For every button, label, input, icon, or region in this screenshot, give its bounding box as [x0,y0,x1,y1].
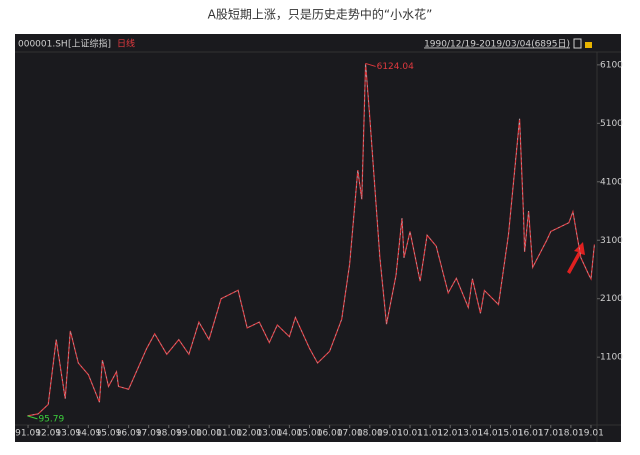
x-tick-label: 97.01 [136,429,162,439]
x-tick-label: 06.01 [317,429,343,439]
header-name: [上证综指] [68,38,111,50]
x-tick-label: 93.01 [55,429,81,439]
annotation: 6124.04 [377,62,414,72]
x-tick-label: 04.01 [277,429,303,439]
annotation-leader [365,62,376,67]
header-period: 日线 [117,38,135,50]
x-tick-label: 12.01 [437,429,463,439]
x-tick-label: 96.01 [116,429,142,439]
x-tick-label: 99.01 [176,429,202,439]
caption: A股短期上涨，只是历史走势中的“小水花” [208,7,433,22]
arrow [567,242,585,274]
x-tick-label: 16.01 [518,429,544,439]
x-tick-label: 01.01 [216,429,242,439]
x-tick-label: 14.01 [478,429,504,439]
header-range[interactable]: 1990/12/19-2019/03/04(6895日) [424,39,570,50]
x-tick-label: 10.01 [397,429,423,439]
x-tick-label: 19.01 [578,429,604,439]
x-tick-label: 02.01 [236,429,262,439]
x-tick-label: 91.01 [15,429,41,439]
x-tick-label: 98.01 [156,429,182,439]
x-tick-label: 17.01 [538,429,564,439]
x-tick-label: 00.01 [196,429,222,439]
x-tick-label: 03.01 [256,429,282,439]
x-tick-label: 13.01 [457,429,483,439]
annotation: 95.79 [38,414,64,424]
x-tick-label: 05.01 [297,429,323,439]
header-code: 000001.SH [18,40,68,50]
x-tick-label: 08.01 [357,429,383,439]
x-tick-label: 94.01 [75,429,101,439]
y-tick-label: 4100 [600,177,623,187]
x-tick-label: 95.01 [96,429,122,439]
icon[interactable] [573,38,582,49]
y-tick-label: 6100 [600,60,623,70]
y-tick-label: 3100 [600,236,623,246]
y-tick-label: 1100 [600,353,623,363]
panel [15,34,621,442]
y-tick-label: 2100 [600,294,623,304]
x-tick-label: 92.01 [35,429,61,439]
x-tick-label: 07.01 [337,429,363,439]
x-tick-label: 11.01 [417,429,443,439]
x-tick-label: 18.01 [558,429,584,439]
annotation-leader [27,415,38,420]
x-tick-label: 09.01 [377,429,403,439]
lock-icon[interactable] [585,42,592,48]
y-tick-label: 5100 [600,119,623,129]
price-line-shadow [27,63,595,417]
x-tick-label: 15.01 [498,429,524,439]
